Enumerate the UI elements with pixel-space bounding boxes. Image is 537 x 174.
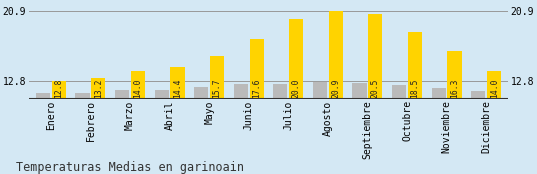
Bar: [131, 71, 145, 99]
Bar: [273, 84, 287, 99]
Bar: [36, 93, 50, 99]
Bar: [210, 56, 224, 99]
Bar: [352, 83, 367, 99]
Bar: [91, 78, 105, 99]
Text: 12.8: 12.8: [54, 78, 63, 98]
Bar: [234, 84, 248, 99]
Bar: [329, 11, 343, 99]
Text: 20.9: 20.9: [331, 78, 340, 98]
Bar: [250, 39, 264, 99]
Text: Temperaturas Medias en garinoain: Temperaturas Medias en garinoain: [16, 161, 244, 174]
Bar: [392, 85, 406, 99]
Bar: [194, 87, 208, 99]
Text: 18.5: 18.5: [410, 78, 419, 98]
Bar: [432, 88, 446, 99]
Text: 13.2: 13.2: [94, 78, 103, 98]
Bar: [75, 93, 90, 99]
Text: 16.3: 16.3: [450, 78, 459, 98]
Text: 14.0: 14.0: [133, 78, 142, 98]
Text: 14.0: 14.0: [490, 78, 498, 98]
Bar: [155, 90, 169, 99]
Bar: [313, 82, 327, 99]
Text: 15.7: 15.7: [213, 78, 222, 98]
Bar: [170, 68, 185, 99]
Bar: [368, 14, 382, 99]
Bar: [115, 90, 129, 99]
Bar: [487, 71, 501, 99]
Text: 14.4: 14.4: [173, 78, 182, 98]
Bar: [447, 51, 462, 99]
Text: 17.6: 17.6: [252, 78, 261, 98]
Bar: [52, 81, 66, 99]
Text: 20.5: 20.5: [371, 78, 380, 98]
Bar: [289, 18, 303, 99]
Bar: [471, 91, 485, 99]
Bar: [408, 32, 422, 99]
Text: 20.0: 20.0: [292, 78, 301, 98]
